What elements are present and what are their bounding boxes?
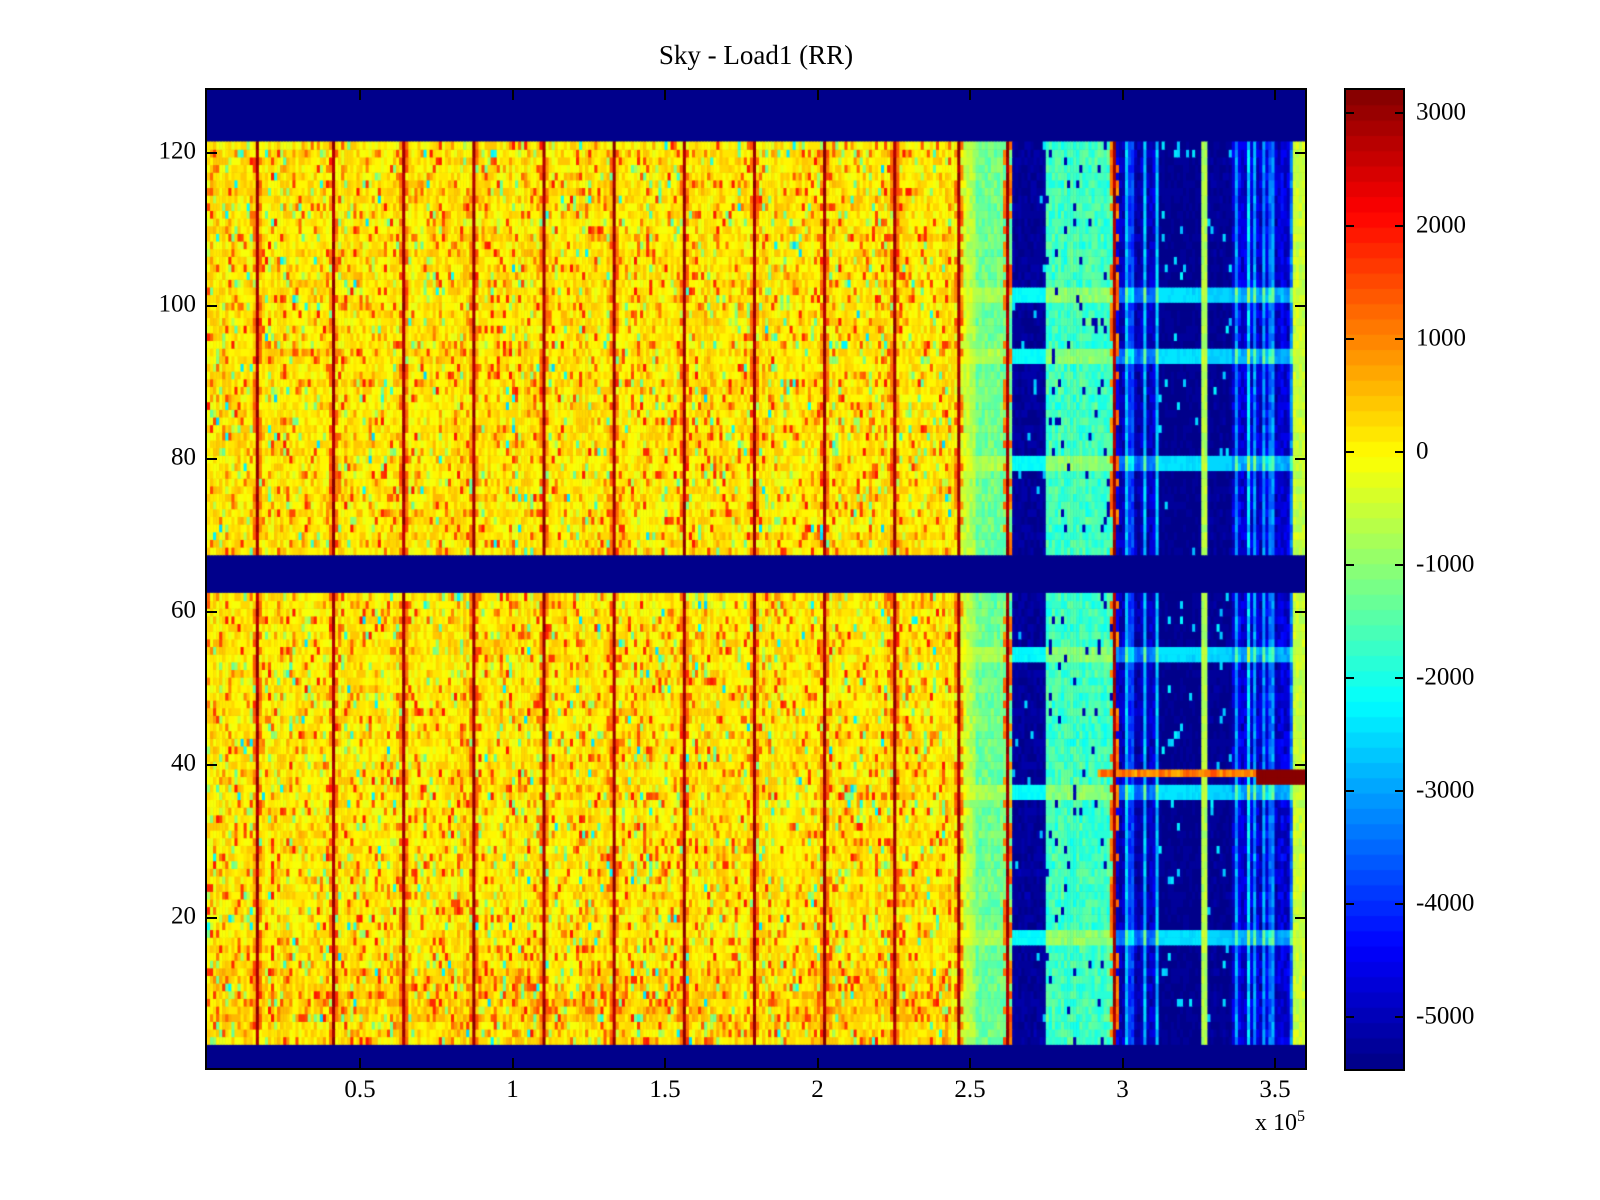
- tick-mark: [207, 917, 217, 919]
- tick-mark: [1346, 676, 1354, 679]
- tick-mark: [1295, 458, 1305, 460]
- chart-title: Sky - Load1 (RR): [658, 40, 854, 70]
- y-tick-label: 100: [158, 290, 197, 318]
- tick-mark: [359, 1058, 361, 1068]
- tick-mark: [1346, 111, 1354, 114]
- heatmap-canvas: [207, 90, 1305, 1068]
- tick-mark: [207, 152, 217, 154]
- colorbar-tick-label: -2000: [1416, 663, 1475, 691]
- tick-mark: [1395, 224, 1403, 227]
- tick-mark: [1346, 337, 1354, 340]
- tick-mark: [1121, 90, 1124, 100]
- colorbar-tick-label: -1000: [1416, 550, 1475, 578]
- x-tick-label: 2: [811, 1076, 824, 1103]
- tick-mark: [207, 305, 217, 307]
- tick-mark: [1395, 789, 1403, 792]
- tick-mark: [1274, 90, 1276, 100]
- colorbar-tick-label: 1000: [1416, 324, 1466, 352]
- y-tick-label: 60: [171, 596, 196, 624]
- exponent-prefix: x 10: [1255, 1110, 1297, 1136]
- tick-mark: [816, 90, 819, 100]
- tick-mark: [207, 611, 217, 613]
- tick-mark: [207, 764, 217, 766]
- colorbar-frame: [1344, 88, 1405, 1071]
- plot-frame: [205, 88, 1307, 1070]
- tick-mark: [511, 90, 514, 100]
- tick-mark: [1346, 563, 1354, 566]
- colorbar-tick-label: -4000: [1416, 889, 1475, 917]
- colorbar-tick-label: 2000: [1416, 211, 1466, 239]
- tick-mark: [664, 90, 666, 100]
- x-tick-label: 3: [1116, 1076, 1129, 1103]
- tick-mark: [816, 1058, 819, 1068]
- tick-mark: [1346, 450, 1354, 453]
- colorbar-canvas: [1346, 90, 1403, 1069]
- x-tick-label: 1.5: [649, 1076, 681, 1103]
- y-tick-label: 80: [171, 443, 196, 471]
- colorbar-tick-label: 0: [1416, 437, 1429, 465]
- tick-mark: [1346, 1015, 1354, 1018]
- tick-mark: [1295, 152, 1305, 154]
- tick-mark: [969, 90, 971, 100]
- tick-mark: [511, 1058, 514, 1068]
- tick-mark: [1395, 450, 1403, 453]
- x-tick-label: 0.5: [344, 1076, 376, 1103]
- tick-mark: [359, 90, 361, 100]
- tick-mark: [1395, 902, 1403, 905]
- tick-mark: [1346, 902, 1354, 905]
- colorbar-tick-label: 3000: [1416, 98, 1466, 126]
- tick-mark: [1346, 224, 1354, 227]
- x-tick-label: 2.5: [954, 1076, 986, 1103]
- x-tick-label: 3.5: [1259, 1076, 1291, 1103]
- tick-mark: [1395, 111, 1403, 114]
- tick-mark: [1274, 1058, 1276, 1068]
- tick-mark: [969, 1058, 971, 1068]
- tick-mark: [1121, 1058, 1124, 1068]
- exponent-value: 5: [1297, 1108, 1305, 1125]
- y-tick-label: 40: [171, 749, 196, 777]
- tick-mark: [664, 1058, 666, 1068]
- x-axis-exponent-label: x 105: [1255, 1108, 1305, 1137]
- x-tick-label: 1: [506, 1076, 519, 1103]
- tick-mark: [1295, 917, 1305, 919]
- colorbar-tick-label: -3000: [1416, 776, 1475, 804]
- tick-mark: [1295, 611, 1305, 613]
- tick-mark: [1295, 305, 1305, 307]
- tick-mark: [207, 458, 217, 460]
- tick-mark: [1395, 676, 1403, 679]
- tick-mark: [1346, 789, 1354, 792]
- tick-mark: [1295, 764, 1305, 766]
- tick-mark: [1395, 337, 1403, 340]
- colorbar-tick-label: -5000: [1416, 1002, 1475, 1030]
- tick-mark: [1395, 563, 1403, 566]
- tick-mark: [1395, 1015, 1403, 1018]
- y-tick-label: 20: [171, 902, 196, 930]
- y-tick-label: 120: [158, 137, 197, 165]
